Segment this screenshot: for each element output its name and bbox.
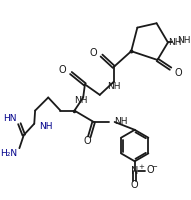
Text: NH: NH — [114, 117, 127, 126]
Text: O: O — [90, 48, 97, 58]
Text: −: − — [151, 164, 157, 170]
Text: NH: NH — [168, 38, 182, 47]
Text: O: O — [58, 65, 66, 75]
Text: O: O — [147, 165, 155, 175]
Text: H₂N: H₂N — [1, 149, 18, 158]
Text: O: O — [174, 68, 182, 78]
Text: +: + — [138, 164, 144, 170]
Text: NH: NH — [107, 82, 121, 91]
Text: NH: NH — [74, 96, 87, 105]
Text: NH: NH — [40, 122, 53, 131]
Text: NH: NH — [177, 36, 190, 45]
Text: O: O — [84, 136, 91, 146]
Text: N: N — [131, 166, 138, 176]
Text: HN: HN — [3, 114, 17, 123]
Text: O: O — [131, 180, 138, 190]
